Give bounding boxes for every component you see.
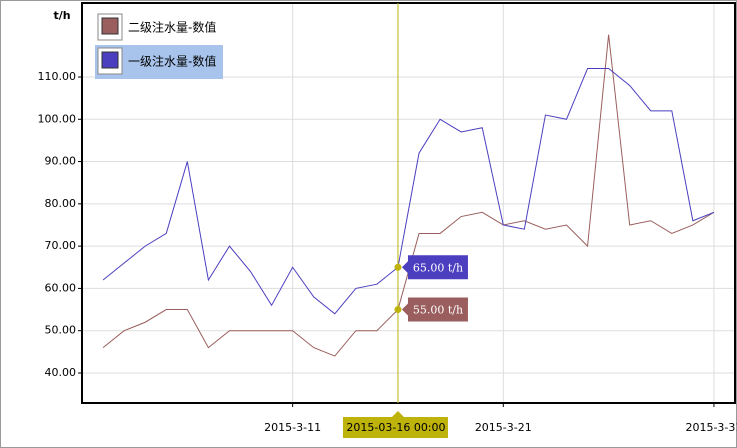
y-tick-label: 50.00 [45, 324, 77, 337]
tooltip-box [401, 255, 468, 280]
y-tick-label: 90.00 [45, 155, 77, 168]
y-unit: t/h [53, 9, 70, 22]
x-tick-label: 2015-3-21 [475, 421, 532, 434]
x-tooltip-label: 2015-03-16 00:00 [346, 421, 445, 434]
series-line [102, 68, 715, 315]
y-tick-label: 60.00 [45, 281, 77, 294]
legend-swatch [101, 17, 119, 35]
y-tick-label: 70.00 [45, 239, 77, 252]
crosshair-point [394, 306, 402, 314]
tooltip-label: 65.00 t/h [413, 261, 463, 274]
y-tick-label: 80.00 [45, 197, 77, 210]
tooltip-label: 55.00 t/h [413, 304, 463, 317]
legend-label: 二级注水量-数值 [128, 20, 216, 35]
y-tick-label: 40.00 [45, 366, 77, 379]
legend-label: 一级注水量-数值 [128, 54, 216, 69]
x-tick-label: 2015-3-11 [264, 421, 321, 434]
y-tick-label: 110.00 [38, 70, 77, 83]
x-tick-label: 2015-3-31 [685, 421, 737, 434]
tooltip-box [401, 297, 468, 322]
crosshair-point [394, 263, 402, 271]
x-tooltip-box [342, 411, 448, 438]
legend-swatch [101, 51, 119, 69]
y-tick-label: 100.00 [38, 112, 77, 125]
plot-border [81, 2, 736, 404]
